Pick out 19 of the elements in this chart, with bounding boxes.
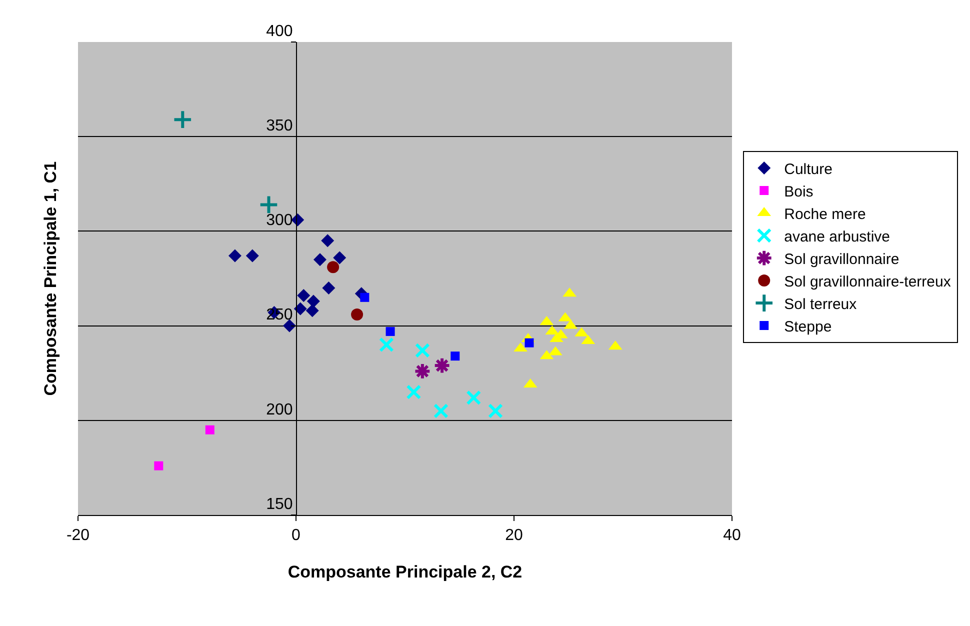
legend-label: Sol gravillonnaire-terreux <box>784 273 952 290</box>
x-tick-label: 0 <box>292 527 301 544</box>
y-tick-label: 200 <box>266 401 293 418</box>
y-axis-title: Composante Principale 1, C1 <box>40 161 60 396</box>
legend-label: Sol terreux <box>784 296 858 313</box>
y-tick-label: 350 <box>266 118 293 134</box>
y-tick-label: 400 <box>266 22 293 40</box>
legend-label: Bois <box>784 183 814 200</box>
legend-label: Steppe <box>784 318 832 336</box>
legend-label: Sol gravillonnaire <box>784 250 900 268</box>
legend-label: Roche mere <box>784 206 866 223</box>
x-tick-label: 20 <box>505 527 523 544</box>
legend-label: avane arbustive <box>784 228 890 246</box>
y-tick-label: 300 <box>266 212 293 230</box>
legend-label: Culture <box>784 160 832 178</box>
y-tick-label: 150 <box>266 496 293 513</box>
x-axis-title: Composante Principale 2, C2 <box>288 562 522 582</box>
x-tick-label: 40 <box>723 527 741 544</box>
x-tick-label: -20 <box>66 527 90 544</box>
